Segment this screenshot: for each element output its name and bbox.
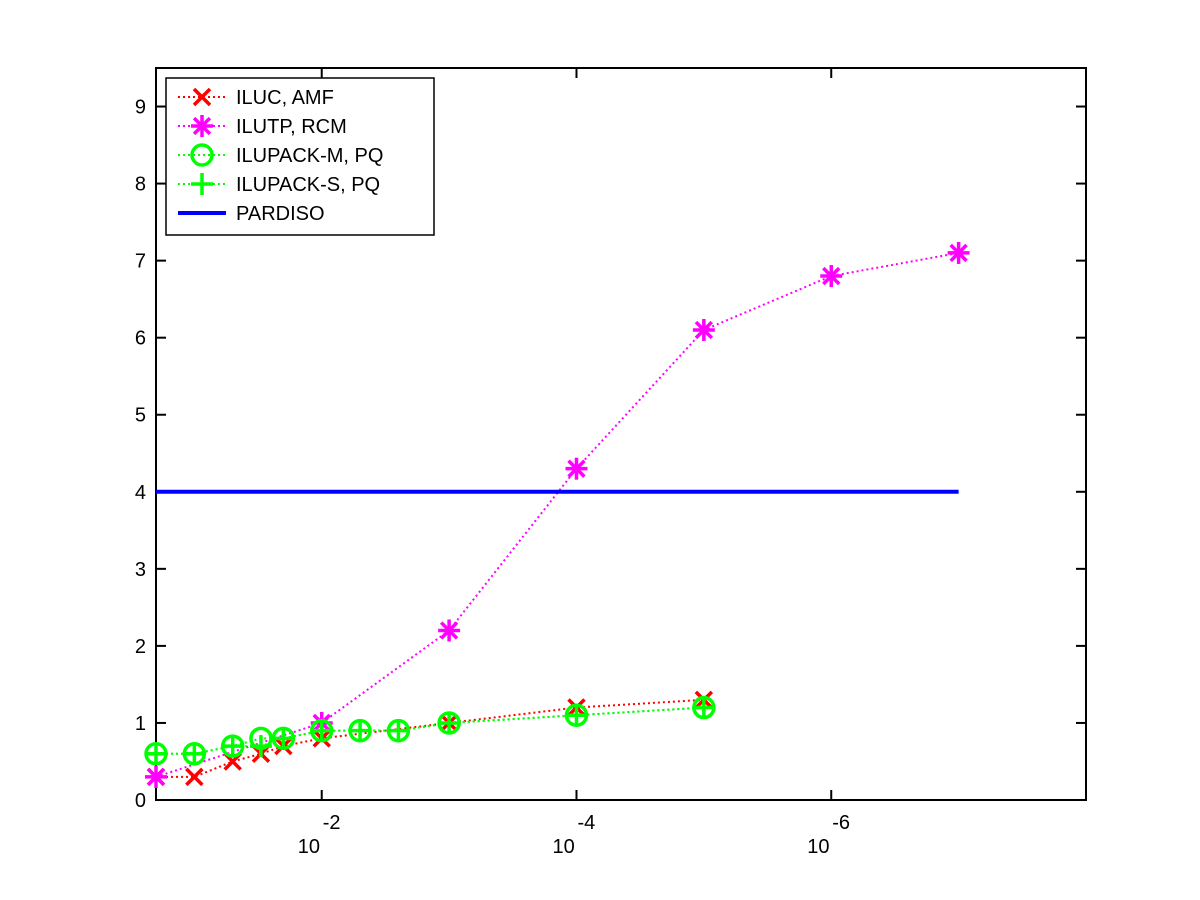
y-tick-labels: 0 1 2 3 4 5 6 7 8 9 bbox=[135, 97, 146, 812]
x-tick-label: 10-4 bbox=[552, 812, 595, 858]
x-tick-exponent: -2 bbox=[323, 812, 341, 834]
data-point bbox=[565, 704, 588, 727]
x-tick-exponent: -6 bbox=[832, 812, 850, 834]
data-point bbox=[249, 735, 272, 758]
y-tick-label: 5 bbox=[135, 405, 146, 427]
x-tick-label: 10-6 bbox=[807, 812, 850, 858]
data-point bbox=[185, 767, 204, 787]
y-tick-label: 1 bbox=[135, 713, 146, 735]
x-tick-labels: 10-210-410-6 bbox=[298, 812, 850, 858]
data-point bbox=[272, 727, 295, 750]
data-point bbox=[310, 719, 333, 742]
data-point bbox=[692, 318, 715, 341]
legend: ILUC, AMF ILUTP, RCM ILUPACK-M, PQ ILUPACK-… bbox=[165, 77, 435, 236]
axes bbox=[155, 67, 1087, 801]
series-line bbox=[156, 698, 704, 778]
y-tick-label: 2 bbox=[135, 636, 146, 658]
legend-item: ILUC, AMF bbox=[178, 87, 334, 109]
y-tick-label: 7 bbox=[135, 251, 146, 273]
data-point bbox=[820, 265, 843, 288]
x-tick-exponent: -4 bbox=[577, 812, 595, 834]
legend-item: ILUPACK-S, PQ bbox=[178, 173, 380, 196]
legend-item: PARDISO bbox=[178, 203, 325, 225]
legend-marker bbox=[191, 115, 213, 137]
legend-marker bbox=[190, 143, 214, 167]
x-tick-base: 10 bbox=[807, 836, 829, 858]
y-tick-label: 0 bbox=[135, 790, 146, 812]
data-point bbox=[349, 719, 372, 742]
x-tick-base: 10 bbox=[552, 836, 574, 858]
legend-label: ILUTP, RCM bbox=[236, 116, 347, 138]
legend-marker bbox=[191, 173, 213, 195]
data-point bbox=[438, 619, 461, 642]
x-tick-base: 10 bbox=[298, 836, 320, 858]
y-tick-label: 8 bbox=[135, 174, 146, 196]
axes-box bbox=[155, 67, 1087, 801]
data-point bbox=[145, 742, 167, 765]
y-tick-label: 4 bbox=[135, 482, 146, 504]
data-point bbox=[565, 457, 588, 480]
y-tick-label: 3 bbox=[135, 559, 146, 581]
legend-label: PARDISO bbox=[236, 203, 325, 225]
data-point bbox=[145, 765, 167, 788]
y-tick-label: 9 bbox=[135, 97, 146, 119]
y-tick-label: 6 bbox=[135, 328, 146, 350]
x-tick-label: 10-2 bbox=[298, 812, 341, 858]
data-point bbox=[387, 719, 410, 742]
legend-item: ILUPACK-M, PQ bbox=[178, 143, 383, 167]
series bbox=[144, 241, 970, 788]
legend-label: ILUC, AMF bbox=[236, 87, 334, 109]
legend-marker bbox=[192, 87, 212, 107]
legend-item: ILUTP, RCM bbox=[178, 115, 347, 138]
data-point bbox=[438, 711, 461, 734]
series-ilupack-s-pq bbox=[145, 696, 715, 765]
series-ilutp-rcm bbox=[145, 241, 970, 788]
legend-label: ILUPACK-M, PQ bbox=[236, 145, 383, 167]
data-point bbox=[183, 742, 206, 765]
legend-label: ILUPACK-S, PQ bbox=[236, 174, 380, 196]
data-point bbox=[692, 696, 715, 719]
data-point bbox=[221, 735, 244, 758]
data-point bbox=[947, 241, 970, 264]
